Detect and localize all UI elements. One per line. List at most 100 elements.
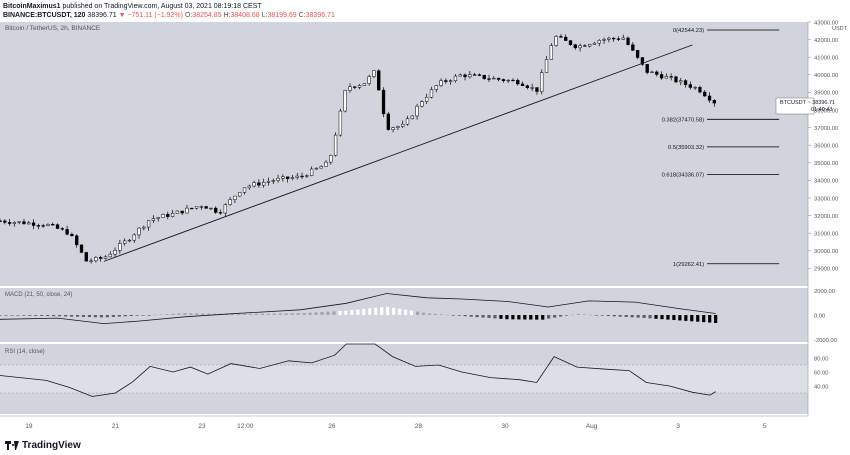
candle-body	[386, 113, 390, 130]
author-name[interactable]: BitcoinMaximus1	[3, 3, 61, 10]
candle-body	[362, 83, 367, 86]
macd-bar	[553, 315, 557, 318]
macd-bar	[213, 313, 217, 315]
macd-bar	[284, 313, 288, 315]
candle-body	[17, 221, 21, 223]
candle-body	[190, 207, 194, 210]
macd-tick-label: 2000.00	[814, 289, 835, 295]
price-tick-label: 29000.00	[814, 267, 838, 273]
candle-body	[650, 71, 654, 74]
candle-body	[448, 80, 453, 82]
time-tick-label: 19	[25, 423, 33, 430]
macd-bar	[421, 312, 426, 315]
candle-body	[453, 75, 458, 81]
candle-body	[688, 84, 693, 88]
candle-body	[578, 45, 582, 49]
macd-bar	[690, 315, 694, 322]
candle-body	[564, 36, 568, 41]
macd-bar	[123, 315, 127, 317]
open-value: 38254.85	[192, 12, 222, 19]
candle-body	[132, 234, 136, 241]
candle-body	[3, 220, 7, 223]
candle-body	[118, 243, 122, 251]
rsi-band	[0, 365, 808, 393]
macd-bar	[493, 315, 497, 319]
macd-bar	[678, 315, 682, 321]
candle-body	[468, 74, 472, 78]
candle-body	[209, 207, 213, 210]
candle-body	[693, 87, 697, 89]
macd-bar	[99, 315, 103, 318]
last-price-text: BTCUSDT ~ 38396.71	[780, 100, 835, 106]
candle-body	[51, 224, 55, 226]
candle-body	[463, 74, 467, 78]
macd-bar	[684, 315, 688, 321]
macd-bar	[272, 313, 276, 315]
trendline	[103, 44, 693, 262]
candle-body	[679, 80, 683, 83]
candle-body	[180, 210, 184, 214]
candle-body	[103, 256, 108, 259]
candle-body	[410, 115, 414, 120]
candle-body	[472, 74, 477, 76]
macd-histogram	[0, 306, 718, 323]
macd-bar	[535, 315, 539, 320]
macd-bar	[386, 306, 390, 315]
candle-body	[238, 191, 242, 197]
macd-line	[0, 293, 716, 325]
price-tick-label: 35000.00	[814, 161, 838, 167]
macd-bar	[529, 315, 533, 320]
macd-bar	[523, 315, 527, 320]
macd-bar	[290, 313, 294, 315]
candle-body	[228, 199, 232, 205]
macd-bar	[714, 315, 718, 323]
macd-bar	[374, 307, 378, 315]
candle-body	[444, 80, 448, 82]
macd-bar	[320, 311, 324, 315]
price-tick-label: 38000.00	[814, 108, 838, 114]
fib-level-label: 0.382(37470.58)	[662, 117, 705, 123]
candle-body	[664, 76, 669, 79]
candle-body	[70, 234, 74, 237]
candle-body	[99, 257, 103, 259]
time-tick-label: 26	[328, 423, 336, 430]
macd-bar	[702, 315, 706, 323]
macd-bar	[135, 315, 139, 316]
candle-body	[199, 206, 204, 208]
candle-body	[60, 228, 64, 230]
high-value: 38408.68	[230, 12, 260, 19]
fib-level-label: 0.5(35903.32)	[668, 145, 704, 151]
candle-body	[506, 79, 510, 82]
macd-bar	[201, 313, 205, 315]
macd-bar	[171, 313, 175, 315]
macd-bar	[451, 315, 455, 316]
macd-bar	[642, 315, 646, 318]
chart-header: BitcoinMaximus1 published on TradingView…	[0, 0, 850, 20]
candle-body	[7, 222, 12, 224]
chart-title: Bitcoin / TetherUS, 2h, BINANCE	[5, 25, 101, 32]
macd-bar	[612, 315, 616, 317]
macd-bar	[87, 315, 92, 318]
candle-body	[329, 155, 333, 163]
candle-body	[170, 212, 175, 217]
macd-bar	[392, 307, 396, 315]
macd-bar	[564, 315, 569, 316]
macd-bar	[129, 315, 133, 317]
candle-body	[592, 42, 597, 45]
candle-body	[185, 207, 189, 214]
macd-bar	[165, 314, 169, 315]
macd-bar	[630, 315, 634, 318]
price-tick-label: 36000.00	[814, 144, 838, 150]
candle-body	[492, 77, 496, 80]
macd-bar	[81, 315, 86, 317]
macd-bar	[409, 310, 414, 315]
candle-body	[46, 224, 50, 226]
candle-body	[276, 178, 280, 181]
fib-level-label: 0.618(34336.07)	[662, 172, 705, 178]
candle-body	[242, 187, 247, 193]
candle-body	[544, 59, 549, 73]
macd-bar	[105, 315, 109, 318]
candle-body	[549, 45, 553, 60]
time-tick-label: 3	[676, 423, 680, 430]
